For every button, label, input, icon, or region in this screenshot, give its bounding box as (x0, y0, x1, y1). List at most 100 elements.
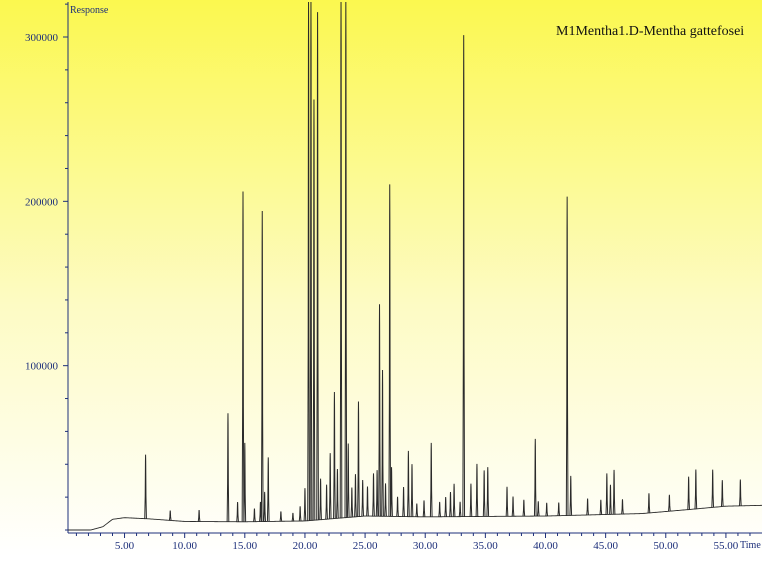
x-tick-label: 5.00 (115, 540, 135, 552)
peak (144, 454, 147, 519)
x-tick-label: 20.00 (293, 540, 318, 552)
peak (586, 498, 589, 515)
peak (647, 493, 651, 513)
peak (565, 196, 569, 516)
peak (266, 457, 270, 522)
peak (168, 510, 172, 521)
chart-title: M1Mentha1.D-Mentha gattefosei (556, 24, 744, 39)
peak (407, 450, 410, 517)
peak (536, 501, 540, 517)
peak (328, 453, 332, 519)
y-axis-label: Response (70, 5, 109, 16)
x-tick-label: 50.00 (653, 540, 678, 552)
peak (533, 438, 537, 517)
x-tick-label: 15.00 (232, 540, 257, 552)
peak (410, 464, 414, 517)
x-tick-label: 35.00 (473, 540, 498, 552)
peak (366, 486, 369, 517)
peak (438, 501, 441, 517)
peak (339, 1, 343, 519)
peak (316, 12, 319, 520)
peak (344, 1, 348, 518)
peak (236, 501, 239, 522)
peak (384, 483, 387, 517)
peak (325, 484, 328, 520)
peak (354, 474, 357, 517)
peak (298, 506, 302, 522)
peak (390, 467, 393, 517)
peak (486, 467, 490, 517)
peak (609, 484, 612, 515)
peak (569, 475, 573, 516)
peak (336, 468, 339, 519)
peak (309, 1, 313, 521)
peak (422, 500, 426, 517)
peak (357, 401, 360, 517)
peak (263, 491, 266, 522)
x-tick-label: 45.00 (593, 540, 618, 552)
peak (279, 511, 283, 522)
peak (333, 392, 336, 519)
peak (260, 210, 264, 522)
peak (557, 502, 561, 516)
trace-group (68, 1, 762, 531)
peak (462, 35, 466, 517)
tick-marks (63, 3, 751, 538)
peak (381, 370, 384, 517)
peak (350, 487, 354, 518)
peak (259, 501, 262, 522)
peak (612, 469, 616, 515)
peak (505, 486, 509, 517)
x-axis-label: Time (740, 540, 761, 551)
peak (319, 478, 322, 520)
peak (545, 502, 549, 517)
peak (375, 470, 379, 517)
peak (396, 496, 399, 517)
peak (361, 480, 365, 517)
peak (243, 442, 247, 522)
peak (720, 480, 724, 507)
peak (197, 509, 201, 522)
x-tick-label: 30.00 (413, 540, 438, 552)
x-tick-label: 40.00 (533, 540, 558, 552)
peak (605, 473, 609, 515)
tick-labels: 5.00 10.00 15.00 20.00 25.00 30.00 35.00 40.00 4… (25, 32, 739, 552)
peak (511, 496, 515, 517)
peak (522, 499, 526, 517)
peak (372, 473, 375, 517)
x-tick-label: 55.00 (714, 540, 739, 552)
peak (241, 191, 245, 522)
peak (291, 512, 295, 522)
y-tick-label: 100000 (25, 361, 59, 373)
peak (458, 501, 462, 517)
peak (694, 469, 698, 509)
peak (303, 488, 307, 521)
peak (388, 184, 392, 517)
peak (378, 304, 381, 517)
peak (475, 463, 479, 517)
peak (687, 476, 690, 510)
peak (312, 99, 316, 521)
peak (599, 499, 603, 515)
x-tick-label: 10.00 (172, 540, 197, 552)
peak (482, 470, 486, 517)
peak (444, 496, 448, 517)
peak (711, 469, 715, 508)
y-tick-label: 200000 (25, 196, 59, 208)
peak (469, 483, 473, 517)
peak (429, 442, 433, 517)
peak (402, 486, 405, 517)
peak (346, 443, 350, 518)
peak (621, 499, 624, 515)
baseline-trace (68, 504, 762, 531)
x-tick-label: 25.00 (353, 540, 378, 552)
peak (668, 494, 671, 512)
peak (226, 413, 230, 522)
y-tick-label: 300000 (25, 32, 59, 44)
peak (449, 492, 452, 517)
peak (452, 483, 456, 517)
peak (253, 508, 256, 522)
